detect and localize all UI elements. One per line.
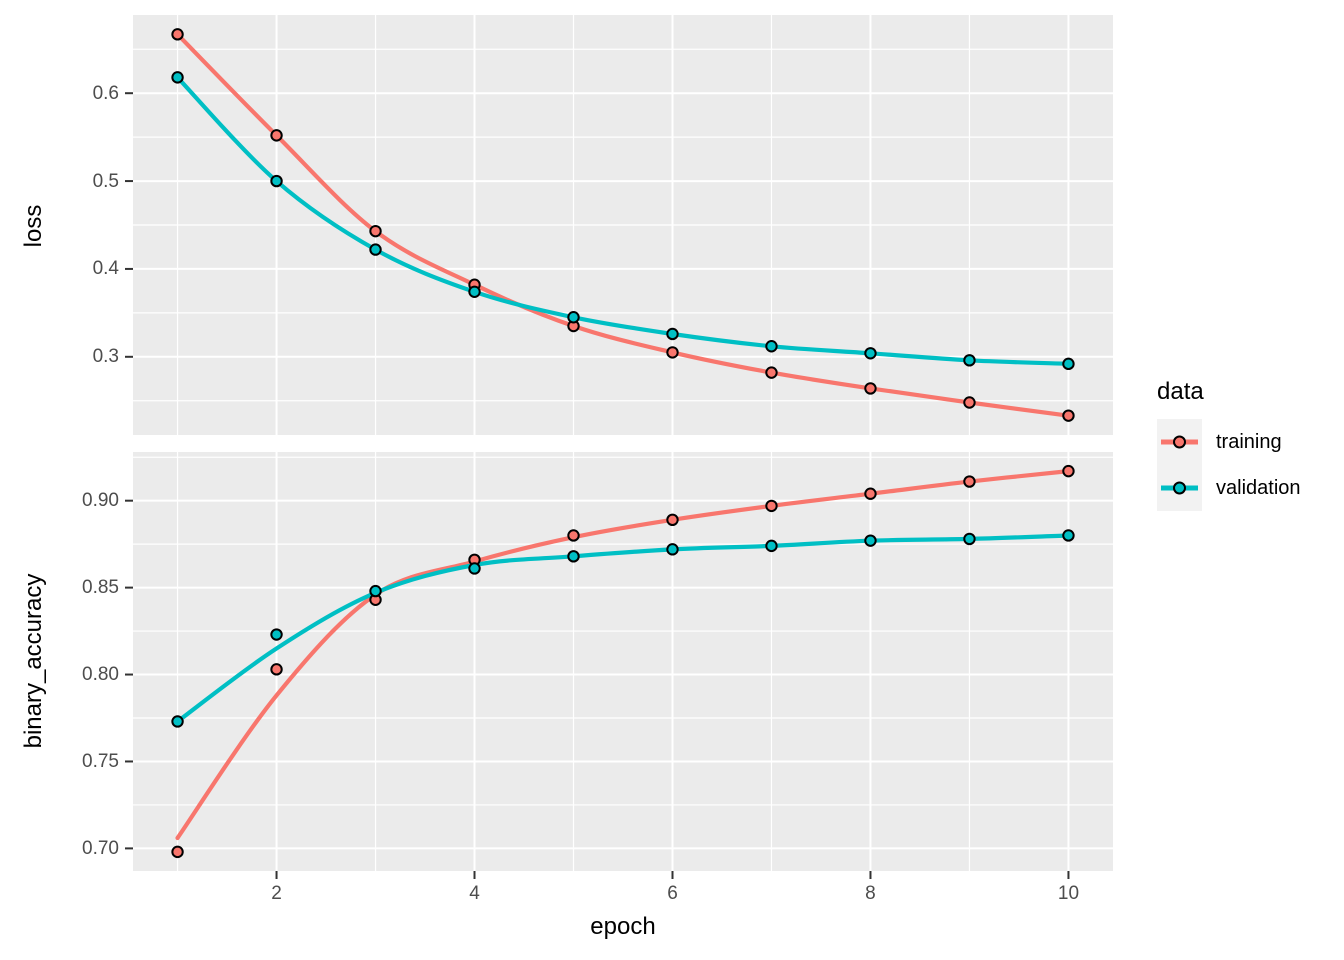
point-loss-validation-epoch-8 — [864, 347, 877, 360]
point-loss-training-epoch-8 — [864, 382, 877, 395]
point-loss-validation-epoch-10 — [1062, 357, 1075, 371]
point-binary_accuracy-training-epoch-6 — [666, 513, 679, 527]
point-binary_accuracy-validation-epoch-8 — [864, 534, 877, 547]
point-binary_accuracy-validation-epoch-4 — [468, 562, 481, 575]
legend-item-label: training — [1216, 430, 1282, 453]
legend: data training validation — [1157, 378, 1301, 511]
point-loss-training-epoch-10 — [1062, 409, 1075, 422]
binary_accuracy-panel-background — [133, 452, 1113, 871]
point-loss-validation-epoch-1 — [171, 71, 184, 84]
loss-training-line — [175, 32, 1071, 418]
point-binary_accuracy-training-epoch-5 — [567, 529, 580, 542]
point-loss-validation-epoch-3 — [369, 243, 382, 256]
legend-key-point — [1173, 481, 1186, 495]
point-loss-validation-epoch-2 — [270, 174, 283, 188]
point-binary_accuracy-training-epoch-7 — [765, 499, 778, 513]
legend-key-training — [1157, 419, 1202, 465]
legend-key-validation — [1157, 465, 1202, 511]
legend-item-training: training — [1157, 419, 1301, 465]
point-binary_accuracy-validation-epoch-3 — [369, 584, 382, 598]
binary_accuracy-panel — [133, 452, 1113, 871]
loss-training-points — [171, 28, 1075, 422]
point-binary_accuracy-validation-epoch-7 — [765, 539, 778, 553]
legend-key-point — [1173, 435, 1186, 449]
legend-item-label: validation — [1216, 476, 1301, 499]
point-loss-validation-epoch-7 — [765, 340, 778, 353]
point-loss-validation-epoch-4 — [468, 285, 481, 298]
loss-major-gridlines — [133, 15, 1113, 435]
binary_accuracy-y-axis-ticks — [125, 499, 133, 850]
point-loss-training-epoch-3 — [369, 224, 382, 238]
point-binary_accuracy-validation-epoch-2 — [270, 628, 283, 641]
point-loss-training-epoch-9 — [963, 396, 976, 409]
x-axis-ticks — [275, 871, 1070, 879]
binary_accuracy-minor-gridlines — [133, 452, 1113, 871]
point-loss-validation-epoch-9 — [963, 354, 976, 367]
point-binary_accuracy-validation-epoch-1 — [171, 715, 184, 728]
legend-title: data — [1157, 378, 1204, 405]
binary_accuracy-validation-points — [171, 529, 1075, 728]
point-binary_accuracy-training-epoch-1 — [171, 845, 184, 859]
point-binary_accuracy-validation-epoch-5 — [567, 550, 580, 563]
point-binary_accuracy-validation-epoch-6 — [666, 543, 679, 556]
point-loss-validation-epoch-5 — [567, 311, 580, 324]
point-binary_accuracy-validation-epoch-10 — [1062, 529, 1075, 542]
binary_accuracy-validation-line — [175, 533, 1071, 724]
legend-key-glyph-icon — [1161, 481, 1198, 495]
binary_accuracy-training-points — [171, 464, 1075, 859]
binary_accuracy-major-gridlines — [133, 452, 1113, 871]
binary_accuracy-training-line — [175, 469, 1071, 841]
point-loss-training-epoch-6 — [666, 346, 679, 359]
point-binary_accuracy-training-epoch-10 — [1062, 464, 1075, 478]
loss-y-axis-ticks — [125, 92, 133, 358]
point-binary_accuracy-training-epoch-8 — [864, 487, 877, 500]
legend-keys: training validation — [1157, 419, 1301, 511]
point-loss-training-epoch-1 — [171, 28, 184, 41]
point-loss-training-epoch-2 — [270, 129, 283, 142]
loss-panel — [133, 15, 1113, 435]
loss-validation-line — [175, 75, 1071, 366]
point-binary_accuracy-validation-epoch-9 — [963, 532, 976, 546]
legend-item-validation: validation — [1157, 465, 1301, 511]
loss-validation-points — [171, 71, 1075, 371]
point-loss-training-epoch-7 — [765, 366, 778, 379]
point-binary_accuracy-training-epoch-9 — [963, 475, 976, 488]
legend-key-glyph-icon — [1161, 435, 1198, 449]
point-binary_accuracy-training-epoch-2 — [270, 663, 283, 676]
point-loss-validation-epoch-6 — [666, 327, 679, 341]
